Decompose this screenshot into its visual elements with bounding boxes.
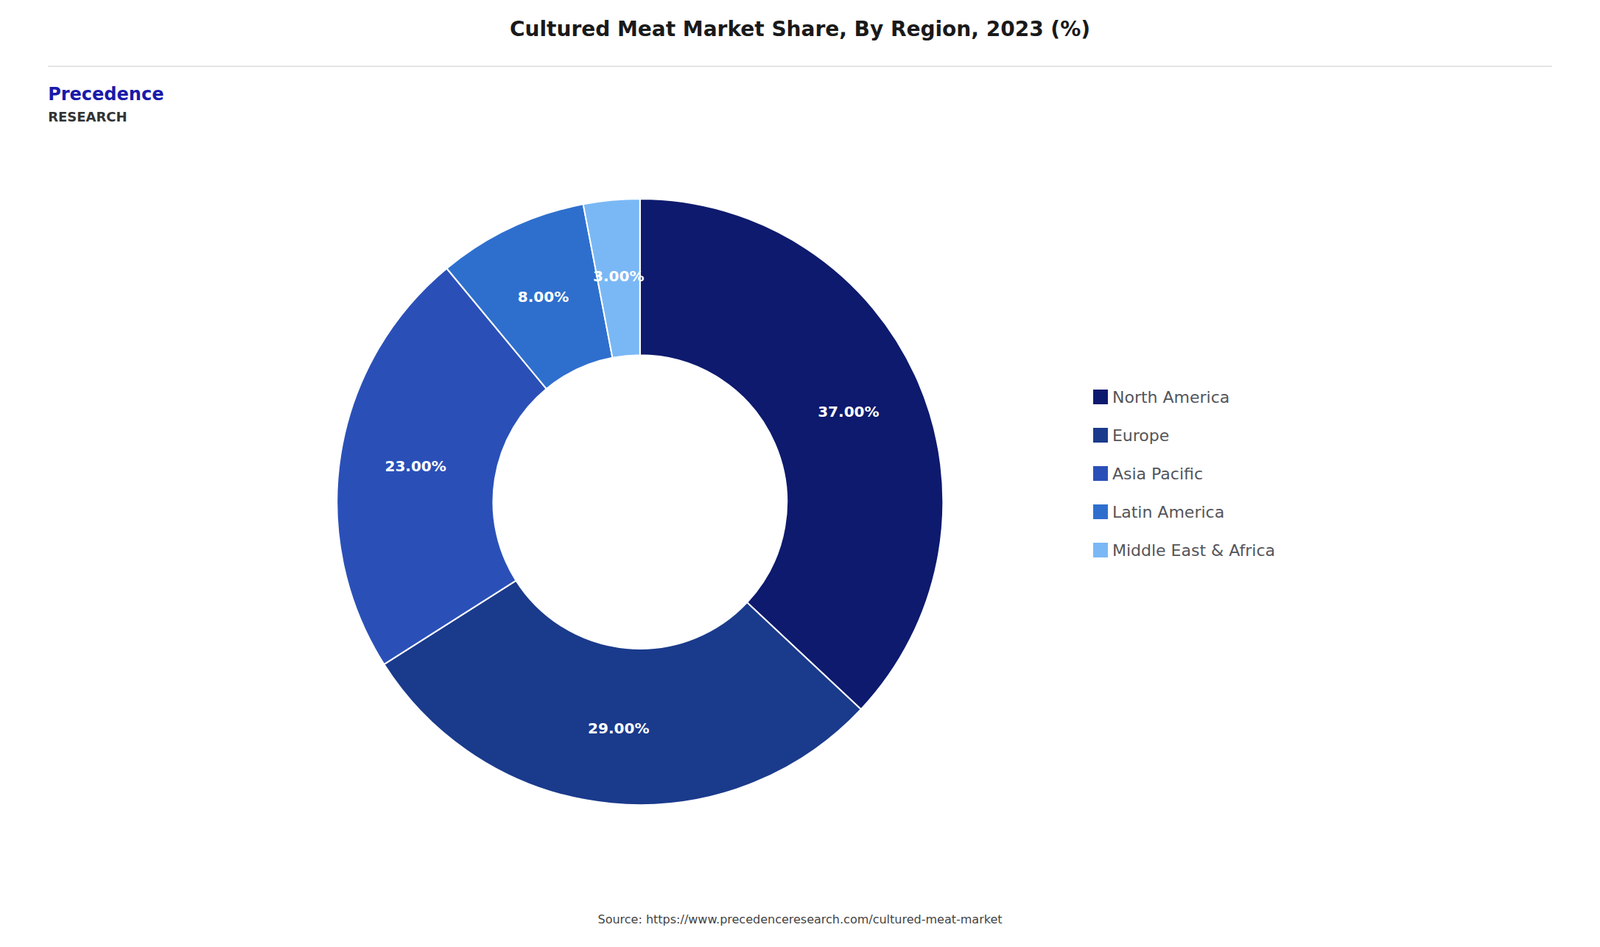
svg-text:Latin America: Latin America [1112,503,1225,522]
svg-text:37.00%: 37.00% [817,402,879,421]
svg-text:3.00%: 3.00% [593,267,644,286]
svg-text:Precedence: Precedence [47,83,164,105]
svg-text:8.00%: 8.00% [517,288,569,306]
svg-text:RESEARCH: RESEARCH [47,109,127,125]
svg-text:North America: North America [1112,388,1230,407]
svg-text:Middle East & Africa: Middle East & Africa [1112,541,1276,560]
svg-text:23.00%: 23.00% [385,457,447,476]
svg-text:29.00%: 29.00% [587,719,649,738]
svg-text:Asia Pacific: Asia Pacific [1112,464,1203,484]
svg-text:Cultured Meat Market Share, By: Cultured Meat Market Share, By Region, 2… [509,16,1091,42]
svg-text:Source: https://www.precedence: Source: https://www.precedenceresearch.c… [597,912,1002,927]
svg-text:Europe: Europe [1112,426,1170,445]
